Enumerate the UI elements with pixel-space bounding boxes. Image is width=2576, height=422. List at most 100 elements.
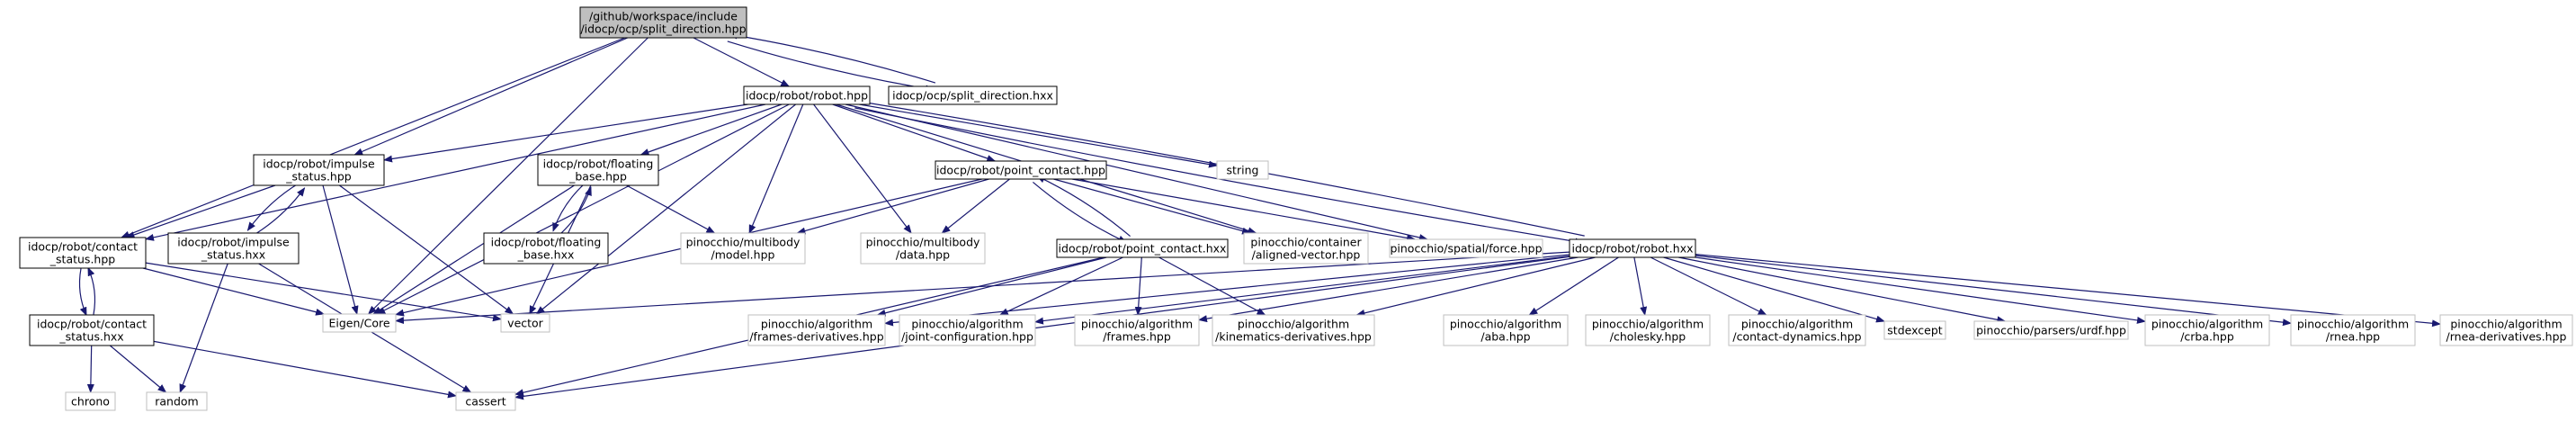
node-label: random	[155, 395, 198, 409]
edge-floating_base_hpp-to-eigen_core	[372, 184, 575, 315]
node-box	[2290, 314, 2416, 346]
edge-robot_hxx-to-rnea_derivatives	[1695, 254, 2441, 328]
edge-robot_hpp-to-spatial_force	[845, 103, 1428, 241]
node-label: pinocchio/parsers/urdf.hpp	[1976, 324, 2126, 337]
node-label: string	[1227, 164, 1259, 177]
edge-robot_hpp-to-multibody_data	[813, 103, 912, 234]
node-label: _status.hxx	[58, 330, 123, 344]
node-box	[500, 313, 550, 333]
node-box	[1243, 232, 1369, 265]
node-label: /aligned-vector.hpp	[1252, 248, 1361, 262]
edge-point_contact_hxx-to-kinematics_derivatives	[1158, 256, 1266, 316]
node-label: pinocchio/algorithm	[1741, 318, 1853, 331]
node-split-direction-hxx[interactable]: idocp/ocp/split_direction.hxx	[888, 85, 1058, 105]
node-box	[1585, 314, 1711, 346]
edge-point_contact_hpp-to-point_contact_hxx	[1033, 181, 1128, 243]
node-label: idocp/robot/impulse	[263, 157, 375, 171]
node-kinematics-derivatives: pinocchio/algorithm/kinematics-derivativ…	[1212, 314, 1375, 346]
edge-point_contact_hpp-to-aligned_vector	[1053, 178, 1252, 235]
node-box	[579, 6, 747, 39]
edge-robot_hpp-to-eigen_core	[376, 103, 790, 315]
node-multibody-data: pinocchio/multibody/data.hpp	[860, 232, 986, 265]
node-label: idocp/robot/point_contact.hpp	[936, 164, 1105, 177]
edge-contact_status_hpp-to-contact_status_hxx	[78, 268, 87, 317]
edge-impulse_status_hxx-to-impulse_status_hpp	[252, 187, 306, 237]
node-robot-hxx[interactable]: idocp/robot/robot.hxx	[1569, 238, 1696, 258]
edge-point_contact_hxx-to-frames	[1134, 256, 1142, 316]
node-label: /kinematics-derivatives.hpp	[1215, 330, 1372, 344]
node-box	[935, 160, 1107, 180]
node-box	[1883, 320, 1946, 340]
node-label: idocp/robot/point_contact.hxx	[1059, 242, 1227, 256]
node-label: pinocchio/algorithm	[2450, 318, 2562, 331]
node-frames-derivatives: pinocchio/algorithm/frames-derivatives.h…	[747, 314, 886, 346]
node-box	[29, 314, 155, 346]
node-box	[1569, 238, 1696, 258]
node-vector: vector	[500, 313, 550, 333]
node-label: pinocchio/algorithm	[911, 318, 1023, 331]
node-box	[1212, 314, 1375, 346]
node-box	[322, 313, 397, 333]
node-box	[747, 314, 886, 346]
edge-robot_hxx-to-urdf	[1678, 256, 2007, 324]
node-label: idocp/robot/floating	[491, 236, 602, 249]
edge-floating_base_hxx-to-floating_base_hpp	[559, 186, 592, 236]
edge-robot_hpp-to-multibody_model	[748, 103, 804, 234]
node-label: /cholesky.hpp	[1610, 330, 1686, 344]
edge-robot_hxx-to-eigen_core	[395, 251, 1570, 325]
node-impulse-status-hpp[interactable]: idocp/robot/impulse_status.hpp	[253, 154, 385, 186]
node-spatial-force: pinocchio/spatial/force.hpp	[1389, 238, 1543, 258]
node-label: _base.hpp	[568, 170, 627, 184]
node-box	[1056, 238, 1229, 258]
node-contact-status-hpp[interactable]: idocp/robot/contact_status.hpp	[19, 237, 147, 269]
node-label: _status.hpp	[285, 170, 351, 184]
node-floating-base-hpp[interactable]: idocp/robot/floating_base.hpp	[537, 154, 659, 186]
node-label: /contact-dynamics.hpp	[1732, 330, 1861, 344]
node-urdf: pinocchio/parsers/urdf.hpp	[1973, 320, 2129, 340]
edge-impulse_status_hpp-to-vector	[339, 184, 514, 315]
edge-impulse_status_hpp-to-contact_status_hpp	[125, 184, 276, 238]
edge-split_direction_hpp-to-split_direction_hxx	[727, 40, 935, 93]
node-label: pinocchio/multibody	[686, 236, 801, 249]
edge-contact_status_hpp-to-eigen_core	[142, 267, 326, 316]
edge-robot_hxx-to-rnea	[1695, 255, 2292, 327]
node-label: pinocchio/spatial/force.hpp	[1390, 242, 1542, 256]
node-box	[19, 237, 147, 269]
node-chrono: chrono	[65, 391, 116, 411]
edge-impulse_status_hpp-to-impulse_status_hxx	[246, 182, 300, 231]
node-impulse-status-hxx[interactable]: idocp/robot/impulse_status.hxx	[167, 232, 300, 265]
node-stdexcept: stdexcept	[1883, 320, 1946, 340]
node-rnea: pinocchio/algorithm/rnea.hpp	[2290, 314, 2416, 346]
edge-robot_hxx-to-kinematics_derivatives	[1355, 256, 1596, 317]
edge-split_direction_hpp-to-impulse_status_hpp	[353, 37, 629, 156]
node-floating-base-hxx[interactable]: idocp/robot/floating_base.hxx	[483, 232, 609, 265]
edge-robot_hxx-to-cassert	[514, 256, 1570, 400]
node-box	[65, 391, 116, 411]
edge-contact_status_hxx-to-chrono	[86, 345, 94, 393]
node-box	[253, 154, 385, 186]
node-box	[455, 391, 516, 411]
edge-robot_hpp-to-contact_status_hpp	[145, 103, 766, 241]
edge-point_contact_hpp-to-multibody_data	[941, 178, 1010, 234]
node-label: _status.hxx	[201, 248, 265, 262]
node-box	[1216, 160, 1269, 180]
node-contact-status-hxx[interactable]: idocp/robot/contact_status.hxx	[29, 314, 155, 346]
node-point-contact-hpp[interactable]: idocp/robot/point_contact.hpp	[935, 160, 1107, 180]
edge-robot_hxx-to-stdexcept	[1663, 256, 1885, 323]
node-label: /crba.hpp	[2180, 330, 2234, 344]
edge-robot_hpp-to-point_contact_hpp	[832, 103, 997, 162]
node-label: pinocchio/algorithm	[1081, 318, 1193, 331]
node-label: pinocchio/algorithm	[2297, 318, 2409, 331]
node-robot-hpp[interactable]: idocp/robot/robot.hpp	[743, 85, 871, 105]
node-label: idocp/robot/robot.hpp	[746, 89, 868, 103]
node-rnea-derivatives: pinocchio/algorithm/rnea-derivatives.hpp	[2439, 314, 2573, 346]
edge-contact_status_hxx-to-contact_status_hpp	[87, 266, 96, 315]
node-point-contact-hxx[interactable]: idocp/robot/point_contact.hxx	[1056, 238, 1229, 258]
node-box	[1074, 314, 1200, 346]
node-split-direction-hpp[interactable]: /github/workspace/include/idocp/ocp/spli…	[579, 6, 747, 39]
node-box	[680, 232, 806, 265]
node-crba: pinocchio/algorithm/crba.hpp	[2144, 314, 2270, 346]
node-label: Eigen/Core	[328, 317, 389, 330]
edge-impulse_status_hpp-to-eigen_core	[322, 184, 359, 315]
